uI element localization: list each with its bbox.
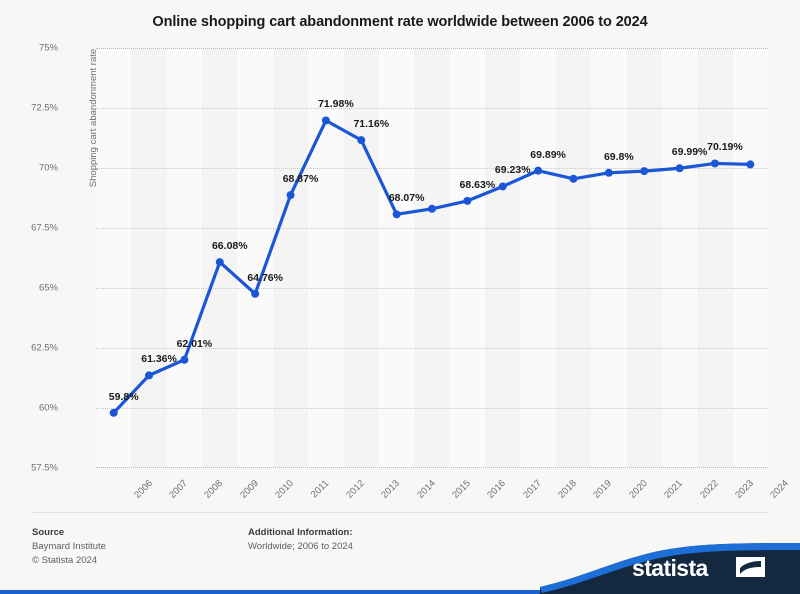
vertical-band [131,48,167,468]
gridline [96,168,768,169]
plot-area: 59.8% 61.36% 62.01% 66.08% 64.76% 68.87% 71.98… [96,48,768,468]
data-point-marker[interactable] [569,174,578,183]
data-point-marker[interactable] [321,116,330,125]
data-point-label: 71.98% [318,98,354,111]
vertical-band [202,48,238,468]
vertical-band [626,48,662,468]
x-axis-tick-label: 2022 [697,478,721,501]
vertical-band [697,48,733,468]
x-axis-tick-label: 2013 [379,478,403,501]
source-name[interactable]: Baymard Institute [32,541,106,552]
vertical-band [414,48,450,468]
additional-information-text: Worldwide; 2006 to 2024 [248,541,353,552]
vertical-band [272,48,309,468]
data-point-label: 62.01% [176,337,213,350]
x-axis-tick-label: 2015 [450,478,473,501]
x-axis-tick-label: 2016 [485,478,509,501]
data-point-marker[interactable] [746,160,755,169]
data-point-marker[interactable] [710,159,719,168]
y-axis-tick-label: 62.5% [31,342,58,354]
statista-wordmark: statista [632,555,708,581]
gridline-layer [96,48,768,468]
data-point-label: 70.19% [707,141,743,154]
vertical-band [555,48,592,468]
data-point-label: 69.89% [530,148,566,161]
gridline [96,108,768,109]
data-point-marker[interactable] [392,210,401,219]
vertical-band [343,48,379,468]
x-axis-tick-label: 2012 [344,478,367,501]
additional-information-block: Additional Information: Worldwide; 2006 … [248,526,353,554]
chart-footer: Source Baymard Institute © Statista 2024… [0,512,800,594]
x-axis-tick-label: 2008 [202,478,226,501]
gridline [96,348,768,349]
x-axis-tick-label: 2017 [520,478,544,501]
y-axis-tick-label: 60% [38,402,58,414]
data-point-label: 68.07% [388,192,425,205]
y-axis-title: Shopping cart abandonment rate [88,48,99,188]
statista-logo-shape [540,543,800,594]
y-axis-tick-label: 67.5% [31,222,58,234]
data-point-label: 64.76% [247,271,283,284]
data-point-label: 61.36% [141,353,177,366]
source-block: Source Baymard Institute © Statista 2024 [32,526,106,568]
data-point-marker[interactable] [640,167,649,176]
copyright-text: © Statista 2024 [32,555,98,566]
source-heading: Source [32,527,65,538]
data-point-marker[interactable] [675,164,684,173]
y-axis: Shopping cart abandonment rate 57.5% 60% 6… [31,43,768,474]
x-axis-tick-label: 2023 [733,478,756,501]
statista-logo[interactable]: statista [540,537,800,594]
data-point-label: 66.08% [211,240,248,253]
x-axis-tick-label: 2019 [591,478,615,501]
data-point-label: 69.8% [603,150,634,163]
y-axis-tick-label: 70% [38,162,58,174]
x-axis-tick-label: 2018 [556,478,580,501]
data-point-marker[interactable] [286,191,295,200]
x-axis-tick-label: 2020 [627,478,650,501]
vertical-band-layer [96,48,768,468]
additional-information-heading: Additional Information: [248,527,353,538]
x-axis-tick-label: 2024 [768,478,792,501]
data-point-marker[interactable] [534,166,543,175]
data-point-marker[interactable] [145,371,154,380]
y-axis-tick-label: 75% [38,42,58,54]
vertical-band [485,48,521,468]
data-point-label: 69.99% [671,146,708,159]
y-axis-tick-label: 65% [38,282,58,294]
data-point-marker[interactable] [604,168,613,177]
data-point-label: 71.16% [353,118,390,131]
data-point-marker[interactable] [463,196,472,205]
data-point-marker[interactable] [109,408,118,417]
x-axis-tick-label: 2011 [308,478,331,501]
gridline [96,408,768,409]
y-axis-tick-label: 57.5% [31,462,58,474]
y-axis-tick-label: 72.5% [31,102,58,114]
gridline [96,288,768,289]
footer-divider [32,512,768,513]
x-axis-tick-label: 2007 [167,478,190,501]
x-axis-tick-label: 2014 [414,478,438,501]
data-point-marker[interactable] [428,204,436,213]
data-point-label: 68.87% [282,173,319,186]
data-point-label: 68.63% [459,178,496,191]
data-point-marker[interactable] [215,258,224,267]
data-point-marker[interactable] [357,136,366,145]
plot-top-rule [96,48,768,49]
data-point-marker[interactable] [251,289,260,298]
x-axis-tick-label: 2009 [237,478,261,501]
data-point-marker[interactable] [498,182,507,191]
line-series-layer [109,116,755,417]
data-label-layer: 59.8% 61.36% 62.01% 66.08% 64.76% 68.87% 71.98… [96,48,768,468]
data-point-label: 59.8% [108,390,139,403]
gridline [96,228,768,229]
data-point-label: 69.23% [494,164,531,177]
x-axis-tick-label: 2006 [131,478,155,501]
chart-title: Online shopping cart abandonment rate wo… [152,14,648,30]
x-axis-tick-label: 2010 [273,478,297,501]
plot-bottom-rule [96,467,768,468]
data-point-marker[interactable] [180,355,189,364]
x-axis-tick-label: 2021 [662,478,686,501]
